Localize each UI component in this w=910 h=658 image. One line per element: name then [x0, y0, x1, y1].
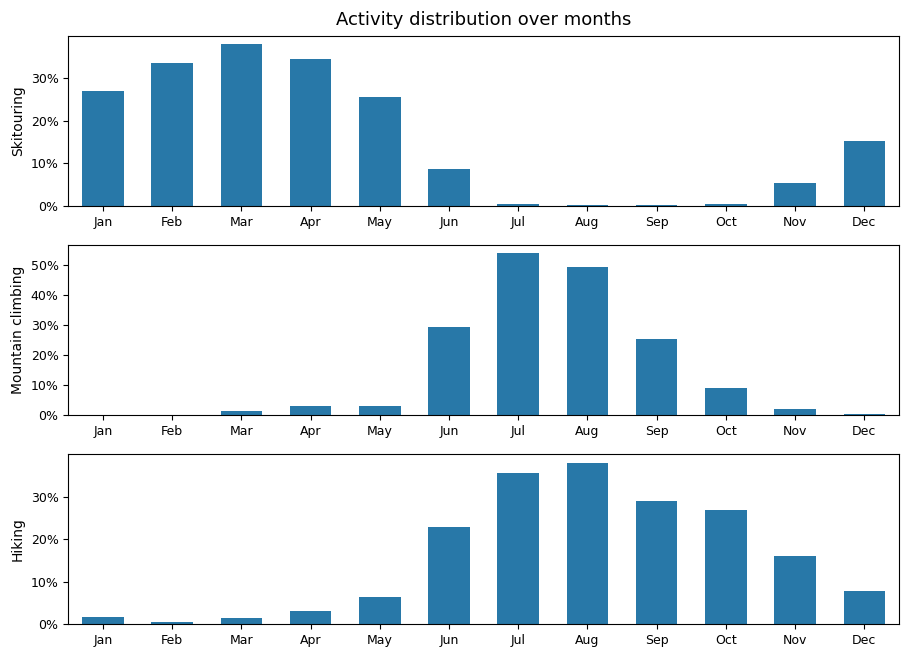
- Bar: [359, 406, 400, 415]
- Y-axis label: Hiking: Hiking: [11, 517, 25, 561]
- Bar: [844, 141, 885, 206]
- Bar: [498, 204, 539, 206]
- Bar: [429, 168, 470, 206]
- Bar: [567, 205, 608, 206]
- Bar: [636, 339, 677, 415]
- Bar: [220, 44, 262, 206]
- Bar: [289, 406, 331, 415]
- Bar: [774, 409, 816, 415]
- Bar: [498, 253, 539, 415]
- Bar: [220, 411, 262, 415]
- Title: Activity distribution over months: Activity distribution over months: [336, 11, 632, 29]
- Bar: [289, 59, 331, 206]
- Bar: [567, 267, 608, 415]
- Bar: [498, 473, 539, 624]
- Bar: [636, 205, 677, 206]
- Bar: [844, 414, 885, 415]
- Bar: [705, 510, 746, 624]
- Bar: [567, 463, 608, 624]
- Bar: [151, 622, 193, 624]
- Bar: [774, 182, 816, 206]
- Bar: [220, 618, 262, 624]
- Bar: [844, 591, 885, 624]
- Bar: [289, 611, 331, 624]
- Bar: [359, 597, 400, 624]
- Bar: [151, 63, 193, 206]
- Y-axis label: Mountain climbing: Mountain climbing: [11, 266, 25, 394]
- Bar: [82, 617, 124, 624]
- Bar: [705, 388, 746, 415]
- Bar: [82, 91, 124, 206]
- Bar: [636, 501, 677, 624]
- Bar: [774, 556, 816, 624]
- Bar: [429, 327, 470, 415]
- Bar: [429, 527, 470, 624]
- Bar: [705, 204, 746, 206]
- Y-axis label: Skitouring: Skitouring: [11, 86, 25, 157]
- Bar: [359, 97, 400, 206]
